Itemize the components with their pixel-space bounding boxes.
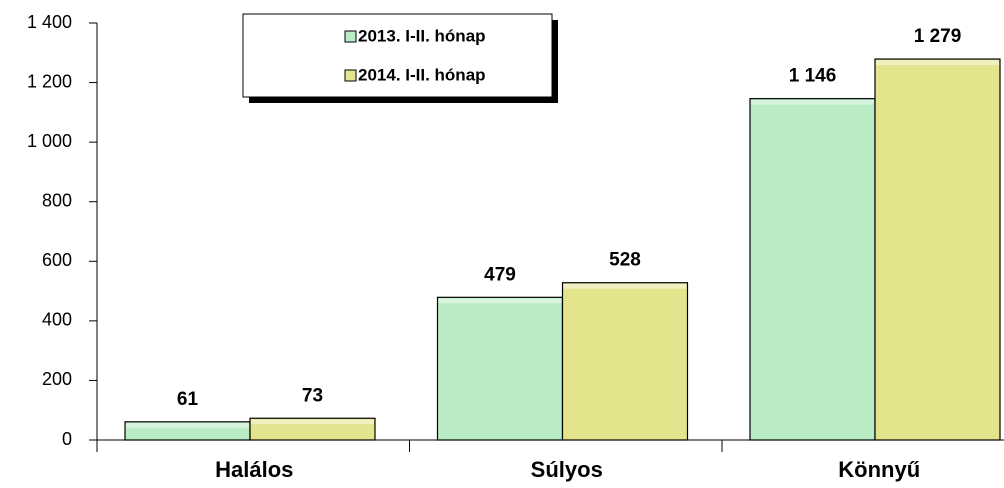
y-tick-label: 1 000 xyxy=(27,131,72,151)
value-label: 479 xyxy=(484,264,516,285)
value-label: 73 xyxy=(302,385,323,406)
legend-swatch xyxy=(344,69,357,82)
bar xyxy=(561,282,689,441)
x-tick-label: Súlyos xyxy=(531,457,603,482)
bar-top xyxy=(751,99,874,105)
x-tick-label: Halálos xyxy=(215,457,293,482)
legend-swatch xyxy=(344,30,357,43)
bar xyxy=(249,417,376,441)
legend xyxy=(242,13,553,98)
y-tick-label: 1 200 xyxy=(27,71,72,91)
value-label: 528 xyxy=(609,250,641,271)
y-tick-label: 0 xyxy=(62,429,72,449)
bar-top xyxy=(563,283,687,289)
bar xyxy=(874,58,1001,441)
y-tick-label: 400 xyxy=(42,310,72,330)
bar xyxy=(749,98,876,441)
bar xyxy=(436,296,564,441)
legend-label: 2013. I-II. hónap xyxy=(358,26,486,45)
value-label: 1 146 xyxy=(789,66,837,87)
legend-label: 2014. I-II. hónap xyxy=(358,65,486,84)
y-tick-label: 800 xyxy=(42,190,72,210)
y-tick-label: 600 xyxy=(42,250,72,270)
bar-top xyxy=(438,298,562,304)
bar-top xyxy=(126,422,249,428)
value-label: 61 xyxy=(177,389,199,410)
bar-top xyxy=(251,419,374,425)
bar-top xyxy=(876,60,999,66)
x-tick-label: Könnyű xyxy=(838,457,920,482)
value-label: 1 279 xyxy=(914,26,962,47)
y-tick-label: 1 400 xyxy=(27,12,72,32)
y-tick-label: 200 xyxy=(42,369,72,389)
